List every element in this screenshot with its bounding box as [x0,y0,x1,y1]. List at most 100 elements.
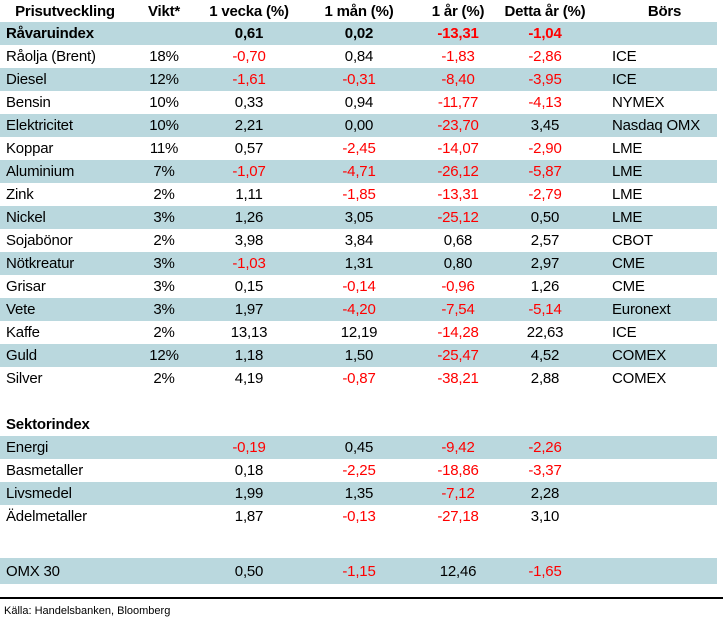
y1-cell [424,413,492,436]
row-label-cell: OMX 30 [6,562,60,580]
table-row: Nötkreatur 3% -1,03 1,31 0,80 2,97 CME [0,252,717,275]
table-row: Vete 3% 1,97 -4,20 -7,54 -5,14 Euronext [0,298,717,321]
ytd-cell: -3,37 [528,462,562,479]
vikt-cell: 2% [153,370,175,387]
row-label-cell: Vete [6,301,36,318]
ytd-cell: 3,45 [530,117,560,134]
w1-cell: -1,61 [232,71,266,88]
ytd-cell: 2,97 [530,255,560,272]
y1-cell: -23,70 [437,117,479,134]
table-row: Livsmedel 1,99 1,35 -7,12 2,28 [0,482,717,505]
bors-cell [598,558,717,584]
table-row: Sektorindex [0,413,717,436]
table-row: Sojabönor 2% 3,98 3,84 0,68 2,57 CBOT [0,229,717,252]
vikt-cell: 3% [153,255,175,272]
vikt-cell: 12% [149,71,179,88]
y1-cell: 12,46 [439,562,477,580]
vikt-cell [124,22,204,45]
y1-cell: -1,83 [441,48,475,65]
row-label-cell: Bensin [6,94,51,111]
w1-cell: 1,99 [234,485,264,502]
bors-cell: Euronext [612,301,671,318]
vikt-cell [124,482,204,505]
y1-cell: -25,12 [437,209,479,226]
w1-cell: 4,19 [234,370,264,387]
m1-cell: -1,15 [342,562,376,580]
column-header-vikt: Vikt* [147,2,181,20]
w1-cell: 1,11 [235,186,263,203]
m1-cell: 0,45 [344,439,374,456]
w1-cell [204,413,294,436]
vikt-cell: 10% [149,94,179,111]
y1-cell: -27,18 [437,508,479,525]
w1-cell: -0,70 [232,48,266,65]
row-label-cell: Basmetaller [6,462,83,479]
vikt-cell [124,505,204,528]
source-note: Källa: Handelsbanken, Bloomberg [4,605,171,617]
y1-cell: -7,54 [441,301,475,318]
row-label-cell: Zink [6,186,34,203]
m1-cell: 1,31 [344,255,374,272]
y1-cell: -11,77 [437,94,479,111]
bors-cell: CME [612,255,645,272]
bors-cell: CME [612,278,645,295]
vikt-cell: 3% [153,278,175,295]
w1-cell: 2,21 [234,117,264,134]
m1-cell: 0,84 [344,48,374,65]
table-row: Koppar 11% 0,57 -2,45 -14,07 -2,90 LME [0,137,717,160]
m1-cell: 0,02 [344,25,374,42]
table-row: Zink 2% 1,11 -1,85 -13,31 -2,79 LME [0,183,717,206]
y1-cell: -26,12 [437,163,479,180]
bors-cell: COMEX [612,370,667,387]
footer-divider [0,597,723,599]
ytd-cell: -1,04 [528,25,562,42]
vikt-cell [124,436,204,459]
vikt-cell: 2% [153,186,175,203]
w1-cell: -1,07 [232,163,266,180]
bors-cell: ICE [612,48,637,65]
bors-cell [598,436,717,459]
vikt-cell: 11% [149,140,179,157]
ytd-cell: 3,10 [530,508,560,525]
spacer-row [0,390,717,413]
row-label-cell: Kaffe [6,324,40,341]
w1-cell: 0,33 [234,94,264,111]
spacer-cell [0,528,717,558]
row-label-cell: Råvaruindex [6,25,94,42]
w1-cell: 1,87 [234,508,264,525]
m1-cell: -4,71 [342,163,376,180]
m1-cell: 3,05 [344,209,374,226]
m1-cell: -0,13 [342,508,376,525]
column-header-bors: Börs [647,2,682,20]
y1-cell: -8,40 [441,71,475,88]
ytd-cell: 1,26 [530,278,560,295]
w1-cell: 1,97 [234,301,264,318]
bors-cell [598,482,717,505]
table-row: Bensin 10% 0,33 0,94 -11,77 -4,13 NYMEX [0,91,717,114]
vikt-cell: 7% [153,163,175,180]
table-row: Guld 12% 1,18 1,50 -25,47 4,52 COMEX [0,344,717,367]
table-row: Kaffe 2% 13,13 12,19 -14,28 22,63 ICE [0,321,717,344]
table-row: OMX 30 0,50 -1,15 12,46 -1,65 [0,558,717,584]
vikt-cell [124,413,204,436]
table-row: Elektricitet 10% 2,21 0,00 -23,70 3,45 Nasdaq … [0,114,717,137]
row-label-cell: Aluminium [6,163,75,180]
w1-cell: -0,19 [232,439,266,456]
m1-cell: 0,00 [344,117,374,134]
ytd-cell: -1,65 [528,562,562,580]
ytd-cell: -3,95 [528,71,562,88]
vikt-cell: 10% [149,117,179,134]
spacer-cell [0,390,717,413]
w1-cell: 1,18 [234,347,264,364]
bors-cell: LME [612,186,643,203]
ytd-cell: -5,87 [528,163,562,180]
column-header-1-man: 1 mån (%) [324,2,394,20]
y1-cell: -13,31 [437,25,479,42]
row-label-cell: Diesel [6,71,47,88]
y1-cell: -7,12 [441,485,475,502]
y1-cell: -13,31 [437,186,479,203]
column-header-1-vecka: 1 vecka (%) [209,2,289,20]
w1-cell: 0,18 [234,462,264,479]
row-label-cell: Grisar [6,278,46,295]
table-row: Ädelmetaller 1,87 -0,13 -27,18 3,10 [0,505,717,528]
